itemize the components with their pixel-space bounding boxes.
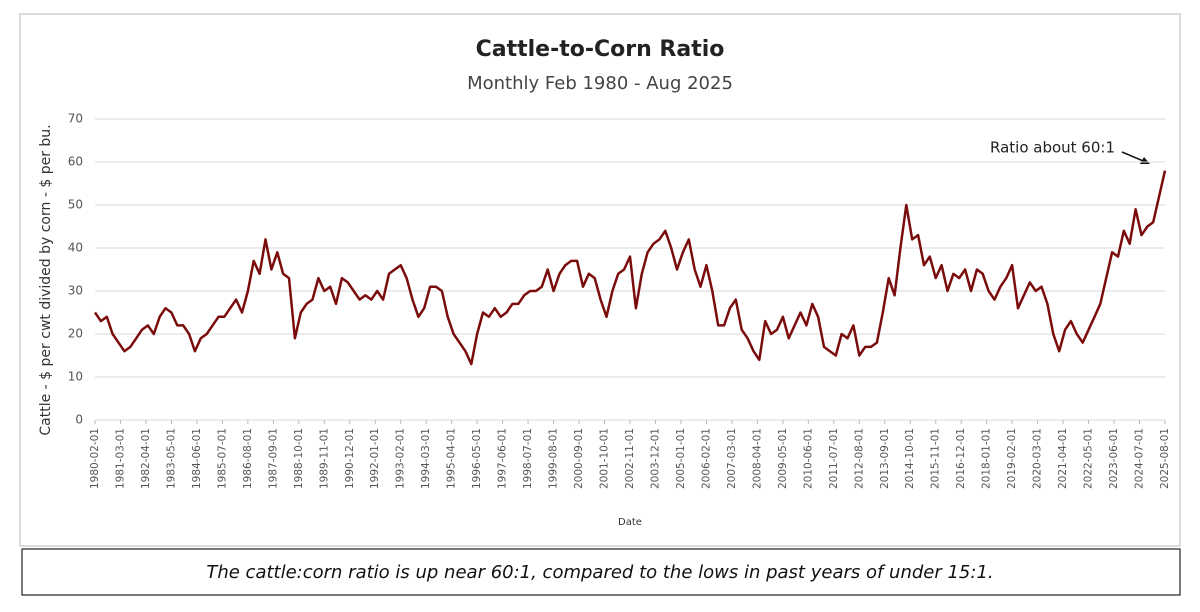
x-tick-label: 2024-07-01 (1134, 428, 1146, 489)
y-tick-label: 60 (68, 155, 83, 169)
x-tick-label: 1996-05-01 (471, 428, 483, 489)
x-tick-label: 2016-12-01 (955, 428, 967, 489)
chart-subtitle: Monthly Feb 1980 - Aug 2025 (467, 73, 733, 94)
x-tick-label: 2006-02-01 (700, 428, 712, 489)
x-tick-label: 2019-02-01 (1006, 428, 1018, 489)
x-tick-label: 1990-12-01 (344, 428, 356, 489)
x-tick-label: 1999-08-01 (548, 428, 560, 489)
y-tick-label: 70 (68, 112, 83, 126)
chart-frame (19, 13, 1181, 547)
y-tick-label: 0 (75, 413, 83, 427)
x-tick-label: 1994-03-01 (420, 428, 432, 489)
x-tick-label: 1982-04-01 (140, 428, 152, 489)
x-tick-label: 1988-10-01 (293, 428, 305, 489)
y-tick-label: 10 (68, 370, 83, 384)
x-tick-label: 2013-09-01 (879, 428, 891, 489)
series-line (93, 170, 1167, 366)
caption: The cattle:corn ratio is up near 60:1, c… (206, 562, 993, 583)
x-tick-label: 1998-07-01 (522, 428, 534, 489)
x-tick-label: 2022-05-01 (1083, 428, 1095, 489)
x-tick-label: 2018-01-01 (981, 428, 993, 489)
caption-box (21, 548, 1181, 596)
x-tick-label: 2005-01-01 (675, 428, 687, 489)
x-tick-label: 1985-07-01 (216, 428, 228, 489)
x-tick-label: 2003-12-01 (649, 428, 661, 489)
y-tick-label: 40 (68, 241, 83, 255)
x-axis-label: Date (618, 517, 642, 528)
x-tick-label: 2025-08-01 (1159, 428, 1171, 489)
x-tick-label: 2009-05-01 (777, 428, 789, 489)
x-tick-label: 2015-11-01 (930, 428, 942, 489)
x-tick-label: 1992-01-01 (369, 428, 381, 489)
x-tick-label: 1981-03-01 (114, 428, 126, 489)
x-tick-label: 1987-09-01 (267, 428, 279, 489)
x-tick-label: 2002-11-01 (624, 428, 636, 489)
x-tick-label: 1983-05-01 (165, 428, 177, 489)
x-tick-label: 2007-03-01 (726, 428, 738, 489)
y-tick-label: 20 (68, 327, 83, 341)
x-tick-label: 1989-11-01 (318, 428, 330, 489)
chart-title: Cattle-to-Corn Ratio (476, 37, 725, 62)
x-tick-label: 2001-10-01 (599, 428, 611, 489)
x-tick-label: 2000-09-01 (573, 428, 585, 489)
x-tick-label: 1995-04-01 (446, 428, 458, 489)
x-tick-label: 2010-06-01 (802, 428, 814, 489)
x-tick-label: 2011-07-01 (828, 428, 840, 489)
x-tick-label: 1980-02-01 (89, 428, 101, 489)
x-tick-label: 2021-04-01 (1057, 428, 1069, 489)
x-tick-label: 1997-06-01 (497, 428, 509, 489)
x-tick-label: 1993-02-01 (395, 428, 407, 489)
x-tick-label: 2023-06-01 (1108, 428, 1120, 489)
x-tick-label: 1986-08-01 (242, 428, 254, 489)
x-tick-label: 2020-03-01 (1032, 428, 1044, 489)
y-tick-label: 50 (68, 198, 83, 212)
y-tick-label: 30 (68, 284, 83, 298)
annotation: Ratio about 60:1 (990, 139, 1115, 157)
x-tick-label: 2014-10-01 (904, 428, 916, 489)
x-tick-label: 1984-06-01 (191, 428, 203, 489)
y-axis-label: Cattle - $ per cwt divided by corn - $ p… (38, 124, 54, 435)
x-tick-label: 2012-08-01 (853, 428, 865, 489)
x-tick-label: 2008-04-01 (751, 428, 763, 489)
